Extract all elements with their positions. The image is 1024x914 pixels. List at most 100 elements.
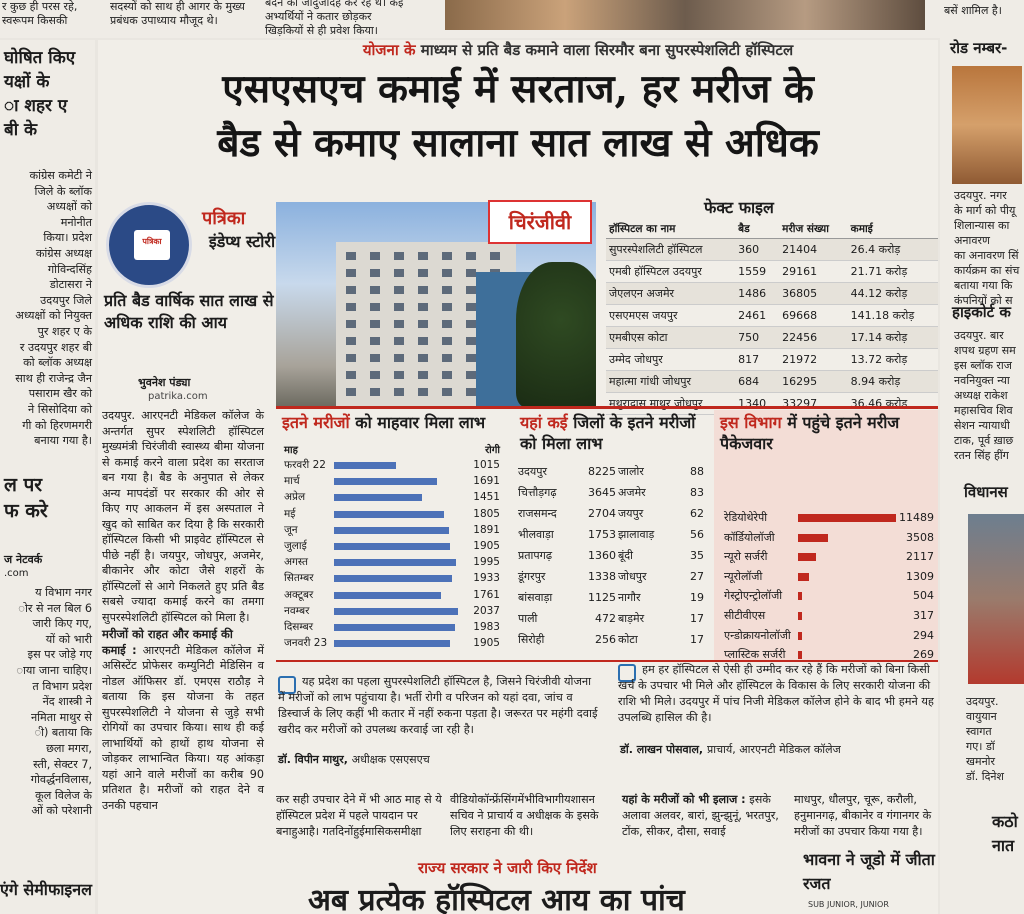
department-bar bbox=[798, 514, 896, 522]
newspaper-icon: पत्रिका bbox=[134, 230, 170, 260]
district-row: उदयपुर 8225 जालोर 88 bbox=[512, 462, 708, 482]
district-name: उदयपुर bbox=[518, 465, 547, 478]
left-heading: घोषित किए यक्षों के ा शहर ए बी के bbox=[4, 48, 76, 140]
window bbox=[466, 252, 476, 260]
fact-file-title: फेक्ट फाइल bbox=[704, 198, 774, 217]
window bbox=[346, 388, 356, 396]
window bbox=[418, 354, 428, 362]
district-count: 19 bbox=[690, 591, 704, 604]
brand-label: पत्रिका bbox=[202, 208, 246, 229]
table-row: एमबीएस कोटा 750 22456 17.14 करोड़ bbox=[606, 326, 938, 349]
department-value: 3508 bbox=[906, 530, 934, 544]
month-value: 1805 bbox=[473, 507, 500, 520]
window bbox=[394, 320, 404, 328]
patients-cell: 69668 bbox=[779, 304, 848, 327]
window bbox=[394, 388, 404, 396]
top-mid-fragment: सदस्यों को साथ ही आगर के मुख्य प्रबंधक उ… bbox=[110, 0, 245, 27]
main-article: योजना के माध्यम से प्रति बैड कमाने वाला … bbox=[98, 40, 938, 914]
month-row: मार्च 1691 bbox=[276, 474, 506, 489]
district-count: 1753 bbox=[588, 528, 616, 541]
earning-cell: 8.94 करोड़ bbox=[847, 370, 938, 393]
beds-cell: 1486 bbox=[735, 282, 780, 305]
window bbox=[442, 388, 452, 396]
earning-cell: 44.12 करोड़ bbox=[847, 282, 938, 305]
district-name: जयपुर bbox=[618, 507, 644, 520]
table-row: महात्मा गांधी जोधपुर 684 16295 8.94 करोड़ bbox=[606, 370, 938, 393]
month-value: 1905 bbox=[473, 637, 500, 650]
patients-cell: 22456 bbox=[779, 326, 848, 349]
left-body: कांग्रेस कमेटी ने जिले के ब्लॉक अध्यक्षों … bbox=[15, 169, 92, 448]
hospital-name-cell: जेएलएन अजमेर bbox=[606, 282, 736, 305]
month-label: अक्टूबर bbox=[284, 588, 314, 601]
table-row: एसएमएस जयपुर 2461 69668 141.18 करोड़ bbox=[606, 304, 938, 327]
month-label: जून bbox=[284, 523, 298, 536]
window bbox=[418, 286, 428, 294]
right-heading-2: हाइकोर्ट क bbox=[952, 303, 1011, 321]
month-bar bbox=[334, 526, 449, 534]
month-bar bbox=[334, 575, 452, 583]
window bbox=[394, 286, 404, 294]
window bbox=[370, 286, 380, 294]
district-count: 1360 bbox=[588, 549, 616, 562]
department-row: न्यूरो सर्जरी 2117 bbox=[714, 547, 938, 567]
hospital-name-cell: एसएमएस जयपुर bbox=[606, 304, 736, 327]
quote-1-author: डॉ. विपीन माथुर, अधीक्षक एसएसएच bbox=[278, 753, 430, 766]
window bbox=[370, 371, 380, 379]
month-value: 1983 bbox=[473, 621, 500, 633]
right-photo-2 bbox=[968, 514, 1024, 684]
beds-cell: 1559 bbox=[735, 260, 780, 283]
month-bar bbox=[334, 510, 444, 518]
window bbox=[418, 252, 428, 260]
byline: भुवनेश पंड्या bbox=[138, 376, 191, 389]
col-earning: कमाई bbox=[847, 220, 938, 239]
patrika-logo: पत्रिका bbox=[106, 202, 192, 288]
window bbox=[394, 252, 404, 260]
department-row: न्यूरोलॉजी 1309 bbox=[714, 567, 938, 587]
month-bar bbox=[334, 607, 458, 615]
department-chart: इस विभाग में पहुंचे इतने मरीज पैकेजवार र… bbox=[714, 410, 938, 661]
district-title: यहां कई जिलों के इतने मरीजों को मिला लाभ bbox=[520, 413, 696, 453]
month-value: 1905 bbox=[473, 540, 500, 552]
next-headline: अब प्रत्येक हॉस्पिटल आय का पांच bbox=[308, 883, 685, 914]
judo-headline: भावना ने जूडो में जीता रजत bbox=[803, 850, 935, 893]
window bbox=[370, 269, 380, 277]
window bbox=[442, 252, 452, 260]
junior-caption: SUB JUNIOR, JUNIOR bbox=[808, 900, 889, 909]
window bbox=[370, 337, 380, 345]
left-footer: एंगे सेमीफाइनल मैच bbox=[0, 880, 95, 899]
window bbox=[346, 252, 356, 260]
table-row: सुपरस्पेशलिटी हॉस्पिटल 360 21404 26.4 करोड़ bbox=[606, 238, 938, 261]
article-subheading: मरीजों को राहत और कमाई की bbox=[102, 627, 233, 641]
earning-cell: 26.4 करोड़ bbox=[847, 238, 938, 261]
patients-cell: 21972 bbox=[779, 348, 848, 371]
left-heading-2: ल पर फ करे bbox=[4, 474, 48, 522]
quote-icon bbox=[278, 676, 296, 694]
quote-2-author: डॉ. लाखन पोसवाल, प्राचार्य, आरएनटी मेडिक… bbox=[620, 743, 841, 756]
district-name: झालावाड़ bbox=[618, 528, 655, 541]
right-photo bbox=[952, 66, 1022, 184]
department-label: सीटीवीएस bbox=[724, 609, 766, 622]
story-summary: प्रति बैड वार्षिक सात लाख से अधिक राशि क… bbox=[104, 291, 274, 332]
right-body: उदयपुर. नगर के मार्ग को पीयू शिलान्यास का … bbox=[954, 189, 1020, 307]
col-patients: मरीज संख्या bbox=[779, 220, 848, 239]
left-column: घोषित किए यक्षों के ा शहर ए बी के कांग्र… bbox=[0, 40, 95, 914]
month-row: जनवरी 23 1905 bbox=[276, 636, 506, 651]
monthly-col-month: माह bbox=[284, 445, 298, 456]
department-value: 2117 bbox=[906, 550, 934, 564]
department-bar bbox=[798, 572, 809, 581]
district-name: बांसवाड़ा bbox=[518, 591, 553, 604]
window bbox=[346, 303, 356, 311]
hospital-name-cell: एमबी हॉस्पिटल उदयपुर bbox=[606, 260, 736, 283]
district-count: 27 bbox=[690, 570, 704, 583]
window bbox=[418, 269, 428, 277]
district-count: 1125 bbox=[588, 591, 616, 604]
directive-headline: राज्य सरकार ने जारी किए निर्देश bbox=[418, 859, 597, 877]
department-label: रेडियोथेरेपी bbox=[724, 511, 768, 524]
month-bar bbox=[334, 591, 441, 599]
quote-divider bbox=[276, 660, 938, 662]
district-table: यहां कई जिलों के इतने मरीजों को मिला लाभ… bbox=[512, 410, 708, 660]
month-row: नवम्बर 2037 bbox=[276, 604, 506, 619]
district-name: बाड़मेर bbox=[618, 612, 645, 625]
month-value: 1933 bbox=[473, 572, 500, 585]
window bbox=[442, 269, 452, 277]
